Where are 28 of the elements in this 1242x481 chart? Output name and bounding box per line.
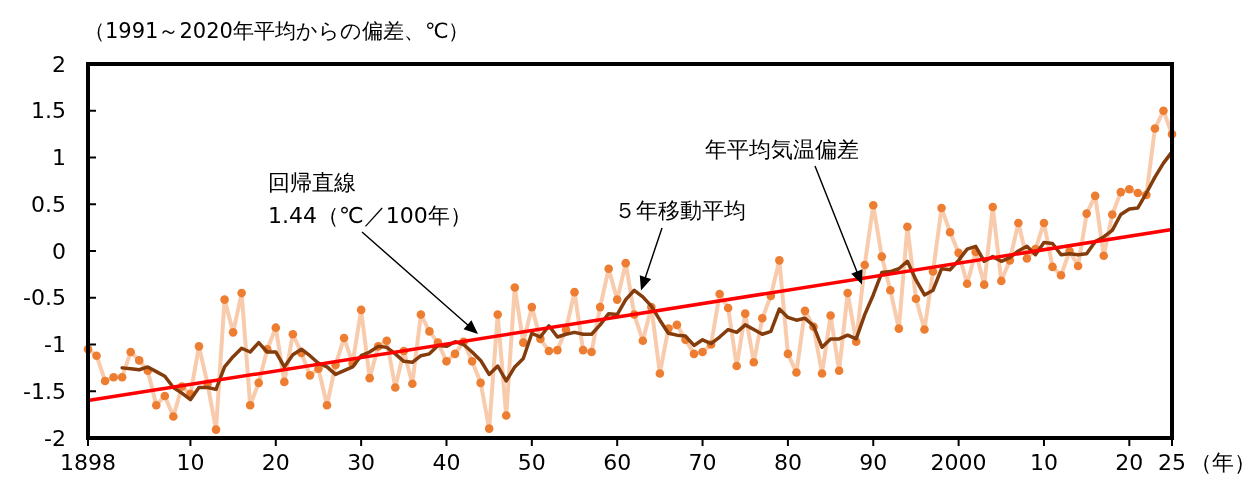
x-tick-label: 1898 (60, 450, 116, 475)
x-tick-label: 10 (176, 450, 205, 475)
y-tick-label: -2 (44, 425, 66, 451)
x-axis-title: （年） (1190, 450, 1242, 475)
x-tick-label: 60 (603, 450, 632, 475)
y-tick-label: 0.5 (31, 191, 66, 217)
annotation: 年平均気温偏差 (705, 137, 859, 162)
x-tick-label: 90 (859, 450, 888, 475)
y-axis-title: （1991～2020年平均からの偏差、℃） (84, 19, 470, 43)
x-tick-label: 40 (432, 450, 461, 475)
x-tick-label: 25 (1158, 450, 1186, 475)
x-tick-label: 10 (1029, 450, 1058, 475)
x-tick-label: 70 (688, 450, 717, 475)
y-tick-label: 1.5 (31, 98, 66, 124)
x-tick-label: 50 (517, 450, 546, 475)
y-tick-label: -1.5 (23, 378, 66, 404)
y-tick-label: -1 (44, 332, 66, 358)
y-tick-label: 2 (52, 51, 66, 77)
annotation: ５年移動平均 (614, 198, 746, 223)
x-tick-label: 2000 (930, 450, 987, 475)
annotation: 回帰直線 1.44（℃／100年） (268, 170, 472, 228)
y-tick-label: -0.5 (23, 285, 66, 311)
x-tick-label: 20 (261, 450, 290, 475)
x-tick-label: 20 (1115, 450, 1144, 475)
y-tick-label: 1 (52, 145, 66, 171)
y-tick-label: 0 (52, 238, 66, 264)
x-tick-label: 80 (773, 450, 802, 475)
x-tick-label: 30 (347, 450, 376, 475)
